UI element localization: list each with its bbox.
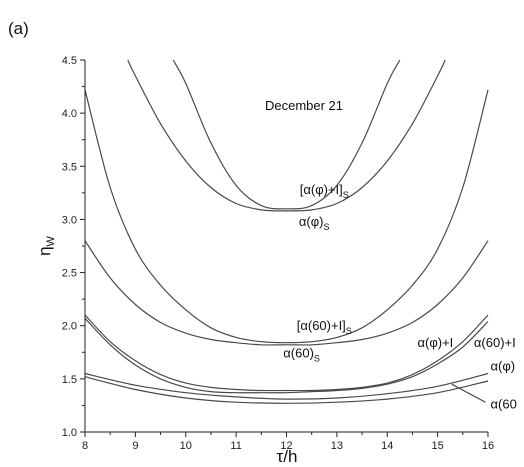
curve-label-alpha-60-s-3: α(60)S xyxy=(283,346,320,364)
series-line-alpha-phi xyxy=(84,372,489,400)
x-tick-label-8: 8 xyxy=(82,440,88,452)
y-tick-label-1.0: 1.0 xyxy=(62,427,77,439)
x-tick-label-10: 10 xyxy=(180,440,192,452)
x-tick-label-16: 16 xyxy=(482,440,494,452)
series-line-alpha-60-i xyxy=(84,317,489,394)
series-group xyxy=(84,59,489,404)
y-axis-title-sub: W xyxy=(45,235,57,246)
series-line-alpha-phi-i xyxy=(84,314,489,392)
series-line-alpha-60 xyxy=(84,376,489,404)
chart-title: December 21 xyxy=(265,98,343,113)
y-tick-label-2.5: 2.5 xyxy=(62,268,77,280)
x-tick-label-11: 11 xyxy=(230,440,241,452)
y-axis-title: ηW xyxy=(35,235,57,255)
leader-line-0 xyxy=(451,383,486,403)
x-tick-label-15: 15 xyxy=(432,440,444,452)
curve-label-alpha-phi-s-1: α(φ)S xyxy=(299,214,330,232)
y-tick-label-2.0: 2.0 xyxy=(62,321,77,333)
x-axis-title: τ/h xyxy=(277,447,298,466)
series-line-alpha-phi-s xyxy=(127,59,446,212)
curve-label-alpha-phi-i-4: α(φ)+I xyxy=(417,335,453,350)
curve-label-alpha-phi-6: α(φ) xyxy=(491,358,516,373)
x-tick-label-13: 13 xyxy=(331,440,343,452)
series-line-alpha-60-s xyxy=(84,240,489,346)
y-axis-title-main: η xyxy=(35,246,54,255)
annotation-group: [α(φ)+I]S α(φ)S [α(60)+I]S α(60)S α(φ)+I α(60… xyxy=(283,182,517,412)
y-tick-label-3.0: 3.0 xyxy=(62,214,77,226)
x-ticks: 8 9 10 11 12 13 14 15 16 xyxy=(82,432,494,452)
x-tick-label-14: 14 xyxy=(381,440,393,452)
series-line-alpha-60-i-s xyxy=(84,89,489,344)
y-tick-label-3.5: 3.5 xyxy=(62,161,77,173)
x-tick-label-12: 12 xyxy=(280,440,292,452)
y-tick-label-1.5: 1.5 xyxy=(62,374,77,386)
y-tick-label-4.5: 4.5 xyxy=(62,55,77,67)
curve-label-alpha-60-i-5: α(60)+I xyxy=(474,335,516,350)
curve-label-alpha-60-i-s-2: [α(60)+I]S xyxy=(297,318,352,336)
y-ticks: 1.0 1.5 2.0 2.5 3.0 3.5 4.0 4.5 xyxy=(62,55,85,439)
curve-label-alpha-60-7: α(60 xyxy=(491,397,517,412)
svg-text:ηW: ηW xyxy=(35,235,57,255)
series-line-alpha-phi-i-s xyxy=(172,59,401,210)
y-tick-label-4.0: 4.0 xyxy=(62,108,77,120)
x-tick-label-9: 9 xyxy=(132,440,138,452)
panel-label: (a) xyxy=(8,19,29,38)
curve-label-alpha-phi-i-s-0: [α(φ)+I]S xyxy=(300,182,349,200)
